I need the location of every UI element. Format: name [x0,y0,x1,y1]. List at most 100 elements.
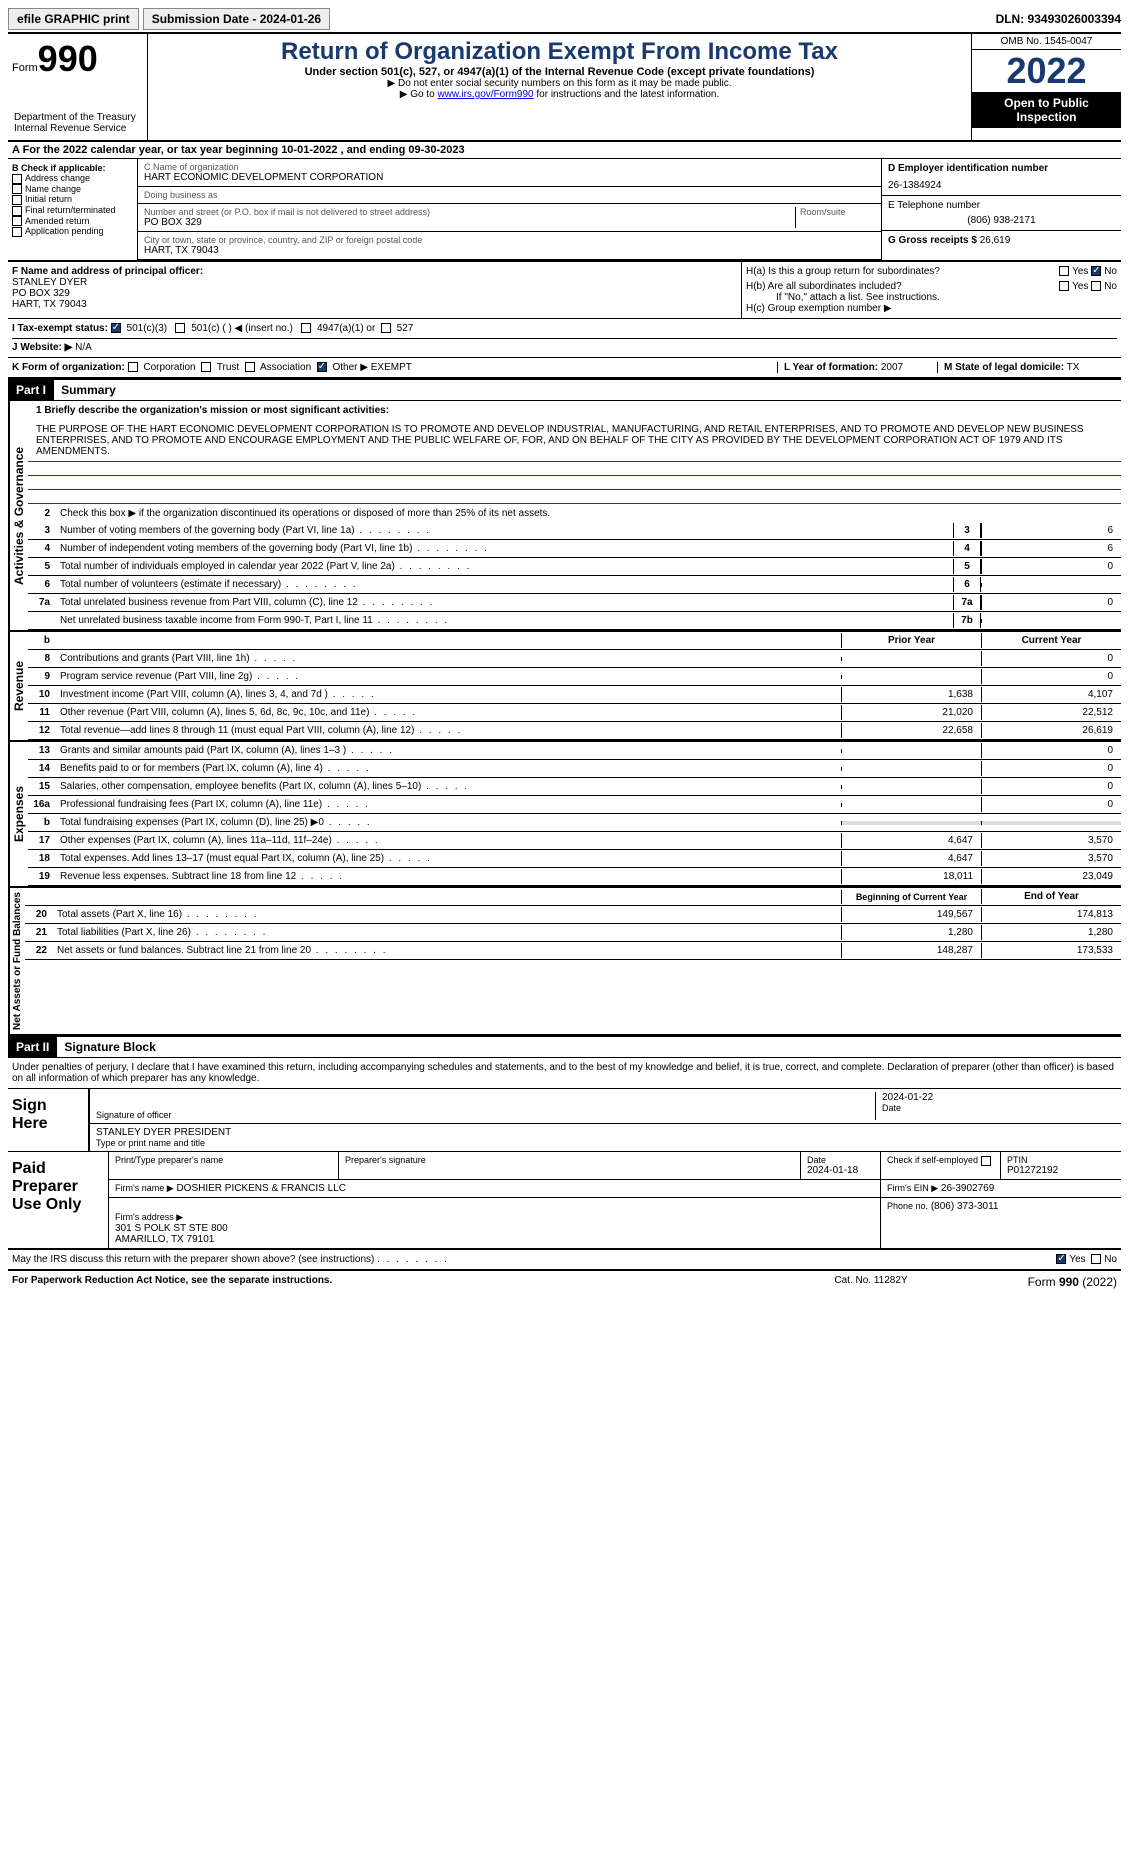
summary-line: 5Total number of individuals employed in… [28,558,1121,576]
ag-vertical-label: Activities & Governance [8,401,28,630]
netassets-line: 20Total assets (Part X, line 16)149,5671… [25,906,1121,924]
tax-year: 2022 [972,50,1121,92]
expense-line: 15Salaries, other compensation, employee… [28,778,1121,796]
k-label: K Form of organization: [12,362,125,373]
part1-title: Summary [61,383,116,397]
form-number: 990 [38,38,98,79]
expenses-vertical-label: Expenses [8,742,28,886]
gross-receipts: 26,619 [980,235,1011,246]
checkbox-icon[interactable] [245,362,255,372]
street: PO BOX 329 [144,217,795,228]
paperwork-notice: For Paperwork Reduction Act Notice, see … [12,1275,834,1289]
note-pre: ▶ Go to [400,89,438,100]
d-label: D Employer identification number [888,163,1115,174]
summary-line: 3Number of voting members of the governi… [28,522,1121,540]
firm-addr: 301 S POLK ST STE 800 AMARILLO, TX 79101 [115,1223,228,1245]
checkbox-icon[interactable] [12,184,22,194]
activities-governance: Activities & Governance 1 Briefly descri… [8,401,1121,632]
netassets-vertical-label: Net Assets or Fund Balances [8,888,25,1034]
ptin: P01272192 [1007,1165,1115,1176]
hb-label: H(b) Are all subordinates included? [746,281,902,292]
m-label: M State of legal domicile: [944,362,1064,373]
prior-year-header: Prior Year [841,633,981,648]
revenue-section: Revenue b Prior Year Current Year 8Contr… [8,632,1121,742]
checkbox-icon[interactable] [175,323,185,333]
firm-name-label: Firm's name ▶ [115,1183,174,1193]
room-label: Room/suite [800,207,875,217]
checkbox-icon[interactable] [1091,281,1101,291]
checkbox-icon[interactable] [12,174,22,184]
open-inspection: Open to Public Inspection [972,92,1121,128]
checkbox-icon[interactable] [128,362,138,372]
firm-addr-label: Firm's address ▶ [115,1212,183,1222]
city-label: City or town, state or province, country… [144,235,875,245]
officer-name-title: STANLEY DYER PRESIDENT [96,1127,231,1138]
checkbox-checked-icon[interactable] [317,362,327,372]
b-item: Final return/terminated [12,205,133,216]
netassets-line: 21Total liabilities (Part X, line 26)1,2… [25,924,1121,942]
firm-ein-label: Firm's EIN ▶ [887,1183,938,1193]
expense-line: 19Revenue less expenses. Subtract line 1… [28,868,1121,886]
k-other-val: EXEMPT [371,362,412,373]
checkbox-icon[interactable] [301,323,311,333]
expense-line: 13Grants and similar amounts paid (Part … [28,742,1121,760]
ein: 26-1384924 [888,180,1115,191]
dba-label: Doing business as [144,190,875,200]
signature-section: Under penalties of perjury, I declare th… [8,1058,1121,1271]
revenue-line: 12Total revenue—add lines 8 through 11 (… [28,722,1121,740]
checkbox-icon[interactable] [12,227,22,237]
irs-link[interactable]: www.irs.gov/Form990 [437,89,533,100]
checkbox-checked-icon[interactable] [111,323,121,333]
checkbox-checked-icon[interactable] [1056,1254,1066,1264]
website: N/A [75,342,92,353]
b-item: Amended return [12,216,133,227]
end-year-header: End of Year [981,889,1121,904]
e-label: E Telephone number [888,200,1115,211]
summary-line: 7aTotal unrelated business revenue from … [28,594,1121,612]
footer-form-pre: Form [1028,1275,1059,1289]
part2-title: Signature Block [64,1040,155,1054]
line-num: 2 [28,508,56,519]
checkbox-icon[interactable] [12,195,22,205]
prep-sig-label: Preparer's signature [345,1155,794,1165]
checkbox-icon[interactable] [1059,266,1069,276]
submission-date: Submission Date - 2024-01-26 [143,8,330,30]
subtitle: Under section 501(c), 527, or 4947(a)(1)… [152,66,967,78]
paid-preparer-section: Paid Preparer Use Only Print/Type prepar… [8,1152,1121,1250]
b-item: Application pending [12,226,133,237]
section-f-h: F Name and address of principal officer:… [8,262,1121,319]
prep-date: 2024-01-18 [807,1165,874,1176]
expense-line: 18Total expenses. Add lines 13–17 (must … [28,850,1121,868]
org-name: HART ECONOMIC DEVELOPMENT CORPORATION [144,172,875,183]
checkbox-icon[interactable] [1091,1254,1101,1264]
discuss-text: May the IRS discuss this return with the… [12,1254,374,1265]
note-ssn: ▶ Do not enter social security numbers o… [152,78,967,89]
ha-row: H(a) Is this a group return for subordin… [746,266,1117,277]
expense-line: 14Benefits paid to or for members (Part … [28,760,1121,778]
checkbox-icon[interactable] [12,216,22,226]
section-d-e-g: D Employer identification number 26-1384… [881,159,1121,260]
footer-form-num: 990 [1059,1275,1079,1289]
checkbox-icon[interactable] [201,362,211,372]
checkbox-checked-icon[interactable] [1091,266,1101,276]
expense-line: 17Other expenses (Part IX, column (A), l… [28,832,1121,850]
checkbox-icon[interactable] [1059,281,1069,291]
phone-label: Phone no. [887,1201,928,1211]
part1-badge: Part I [8,380,54,400]
expenses-section: Expenses 13Grants and similar amounts pa… [8,742,1121,888]
omb-number: OMB No. 1545-0047 [972,34,1121,50]
info-grid: B Check if applicable: Address change Na… [8,159,1121,262]
ptin-label: PTIN [1007,1155,1115,1165]
rule-line [28,476,1121,490]
hb-note: If "No," attach a list. See instructions… [776,292,1117,303]
sign-here-label: Sign Here [8,1089,88,1151]
checkbox-icon[interactable] [981,1156,991,1166]
expense-line: bTotal fundraising expenses (Part IX, co… [28,814,1121,832]
i-label: I Tax-exempt status: [12,323,108,334]
hc-label: H(c) Group exemption number ▶ [746,303,1117,314]
rule-line [28,462,1121,476]
checkbox-icon[interactable] [12,206,22,216]
name-title-label: Type or print name and title [96,1138,231,1148]
efile-button[interactable]: efile GRAPHIC print [8,8,139,30]
checkbox-icon[interactable] [381,323,391,333]
